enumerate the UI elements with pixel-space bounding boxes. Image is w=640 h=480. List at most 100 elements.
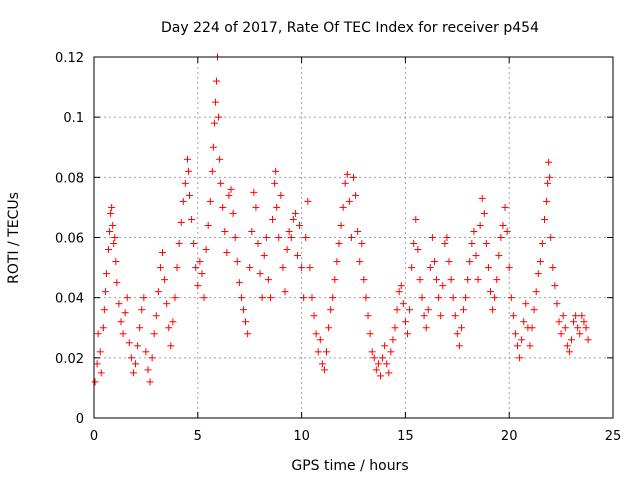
data-point: [412, 215, 420, 223]
data-point: [308, 294, 316, 302]
data-point: [499, 221, 507, 229]
data-point: [420, 312, 428, 320]
data-point: [99, 324, 107, 332]
y-tick-label: 0.1: [63, 111, 84, 126]
data-point: [360, 276, 368, 284]
data-point: [546, 173, 554, 181]
data-point: [430, 258, 438, 266]
data-point: [254, 240, 262, 248]
data-point: [474, 276, 482, 284]
data-point: [368, 348, 376, 356]
data-point: [544, 179, 552, 187]
y-axis-label: ROTI / TECUs: [6, 192, 22, 284]
data-point: [333, 258, 341, 266]
data-point: [424, 306, 432, 314]
data-point: [192, 264, 200, 272]
data-point: [460, 306, 468, 314]
data-point: [237, 294, 245, 302]
data-point: [582, 324, 590, 332]
data-point: [293, 252, 301, 260]
data-point: [161, 276, 169, 284]
data-point: [387, 348, 395, 356]
x-tick-label: 10: [293, 429, 310, 444]
data-point: [260, 252, 268, 260]
data-point: [94, 330, 102, 338]
data-point: [100, 306, 108, 314]
data-point: [221, 227, 229, 235]
data-point: [225, 191, 233, 199]
data-point: [507, 294, 515, 302]
x-tick-label: 20: [501, 429, 518, 444]
data-point: [520, 318, 528, 326]
data-point: [395, 288, 403, 296]
data-point: [422, 324, 430, 332]
data-point: [179, 197, 187, 205]
data-point: [185, 191, 193, 199]
data-point: [217, 179, 225, 187]
y-tick-label: 0.12: [55, 51, 84, 66]
data-point: [204, 221, 212, 229]
data-point: [210, 119, 218, 127]
data-point: [397, 282, 405, 290]
data-point: [358, 240, 366, 248]
y-tick-labels: 0 0.02 0.04 0.06 0.08 0.1 0.12: [55, 51, 84, 427]
data-point: [285, 227, 293, 235]
data-point: [516, 354, 524, 362]
data-point: [219, 203, 227, 211]
data-point: [470, 227, 478, 235]
data-point: [97, 369, 105, 377]
data-point: [437, 312, 445, 320]
data-point: [188, 215, 196, 223]
data-point: [543, 197, 551, 205]
data-point: [106, 227, 114, 235]
data-point: [466, 258, 474, 266]
data-point: [244, 330, 252, 338]
data-point: [206, 197, 214, 205]
data-point: [258, 294, 266, 302]
data-point: [140, 294, 148, 302]
data-point: [501, 203, 509, 211]
data-point: [91, 378, 99, 386]
data-point: [320, 366, 328, 374]
data-point: [493, 276, 501, 284]
data-point: [227, 185, 235, 193]
x-axis-label: GPS time / hours: [291, 458, 408, 474]
data-point: [576, 330, 584, 338]
data-point: [134, 342, 142, 350]
data-point: [266, 294, 274, 302]
data-point: [532, 288, 540, 296]
data-point: [443, 234, 451, 241]
data-point: [296, 221, 304, 229]
data-point: [518, 336, 526, 344]
data-point: [408, 264, 416, 272]
data-point: [125, 339, 133, 347]
data-point: [557, 330, 565, 338]
data-point: [445, 258, 453, 266]
data-point: [549, 264, 557, 272]
data-point: [426, 264, 434, 272]
data-point: [379, 354, 387, 362]
data-point: [362, 294, 370, 302]
y-tick-label: 0.08: [55, 171, 84, 186]
data-point: [489, 306, 497, 314]
data-point: [175, 240, 183, 248]
data-point: [439, 282, 447, 290]
axis-ticks: [93, 56, 614, 419]
data-point: [339, 203, 347, 211]
data-point: [447, 276, 455, 284]
data-point: [211, 98, 219, 106]
data-point: [252, 203, 260, 211]
data-point: [289, 215, 297, 223]
data-point: [113, 279, 121, 287]
data-point: [536, 258, 544, 266]
data-point: [491, 294, 499, 302]
data-point: [223, 249, 231, 257]
x-tick-labels: 0 5 10 15 20 25: [90, 429, 621, 444]
data-point: [235, 279, 243, 287]
data-point: [551, 282, 559, 290]
data-point: [181, 179, 189, 187]
data-point: [148, 354, 156, 362]
data-point: [381, 342, 389, 350]
data-point: [93, 360, 101, 368]
x-tick-label: 0: [90, 429, 98, 444]
